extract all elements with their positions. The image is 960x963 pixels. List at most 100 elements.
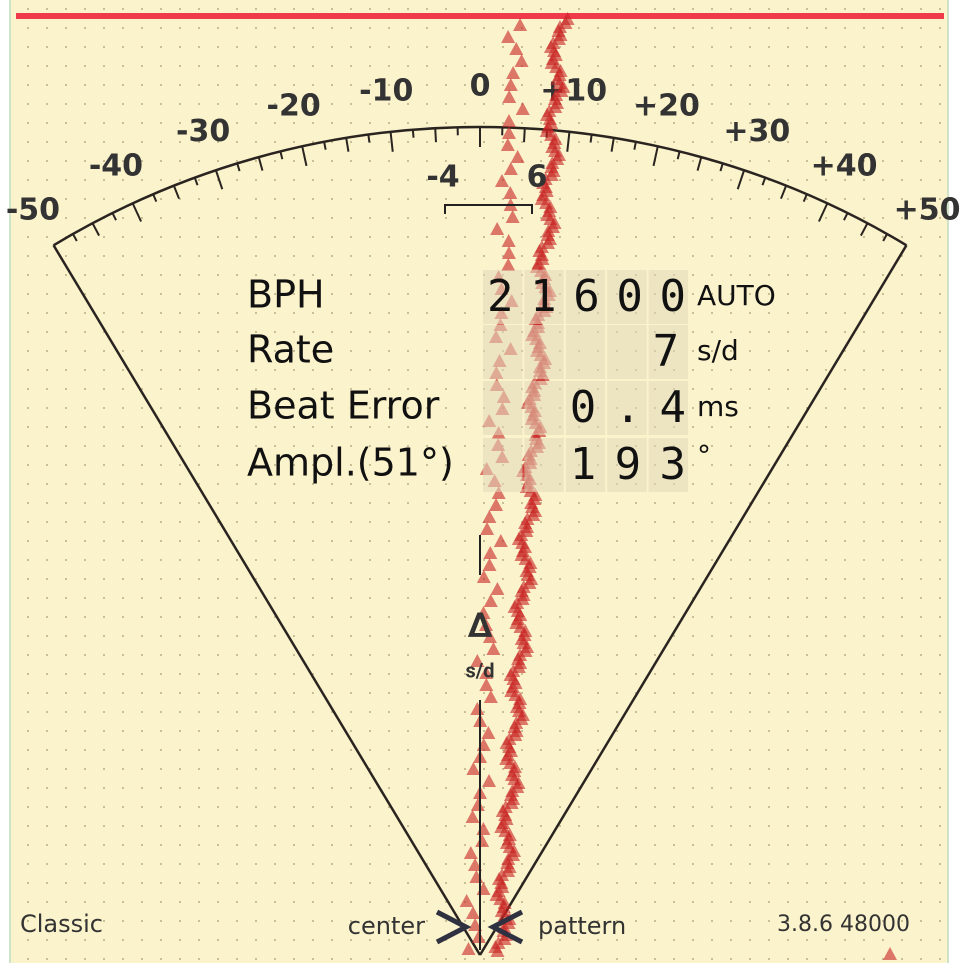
readout-value: 7 bbox=[653, 326, 680, 377]
scale-tick bbox=[566, 131, 571, 152]
beat-mark bbox=[470, 654, 485, 667]
readout-label: Ampl.(51°) bbox=[247, 441, 454, 485]
digit-cell bbox=[565, 438, 606, 492]
beat-mark bbox=[503, 162, 518, 175]
scale-label: 0 bbox=[470, 69, 491, 104]
scale-tick bbox=[802, 193, 808, 202]
beat-mark bbox=[476, 606, 491, 619]
pattern-chevron[interactable] bbox=[487, 909, 524, 945]
beat-mark bbox=[483, 594, 498, 607]
digit-cell bbox=[524, 325, 564, 379]
scale-tick bbox=[389, 131, 394, 152]
beat-mark bbox=[513, 18, 528, 31]
beat-mark bbox=[501, 258, 516, 271]
scale-tick bbox=[111, 212, 117, 221]
readout-unit: s/d bbox=[697, 334, 739, 367]
scale-tick bbox=[52, 244, 65, 263]
beat-mark bbox=[481, 726, 496, 739]
version: 3.8.6 48000 bbox=[777, 912, 910, 937]
dial: -50-40-30-20 -10 0 +10 +20+30+40+50 bbox=[6, 69, 960, 956]
beat-mark bbox=[475, 834, 490, 847]
beat-mark bbox=[478, 618, 493, 631]
scale-tick bbox=[411, 129, 415, 138]
inner-bracket bbox=[444, 204, 533, 214]
digit-cell bbox=[648, 438, 688, 492]
beat-mark bbox=[501, 234, 516, 247]
scale-label: -20 bbox=[267, 89, 321, 124]
scale-tick bbox=[676, 151, 681, 160]
beat-mark bbox=[510, 150, 525, 163]
beat-mark bbox=[490, 222, 505, 235]
readout-label: BPH bbox=[247, 273, 325, 317]
scale-tick bbox=[72, 233, 78, 242]
beat-mark bbox=[501, 30, 516, 43]
readout-value: 193 bbox=[570, 439, 686, 490]
digit-cell bbox=[524, 438, 564, 492]
digit-cell bbox=[483, 270, 523, 324]
digit-cell bbox=[607, 438, 647, 492]
beat-mark bbox=[482, 510, 497, 523]
digit-cell bbox=[524, 270, 564, 324]
scale-tick bbox=[523, 128, 526, 143]
beat-mark bbox=[489, 498, 504, 511]
digit-cell bbox=[524, 381, 564, 435]
beat-mark bbox=[463, 846, 478, 859]
center-button[interactable]: center bbox=[348, 912, 425, 940]
beat-mark bbox=[514, 54, 529, 67]
beat-mark bbox=[468, 918, 483, 931]
digit-cell bbox=[607, 270, 647, 324]
scale-label: -50 bbox=[6, 192, 60, 227]
beat-mark bbox=[502, 90, 517, 103]
delta-unit: s/d bbox=[466, 658, 495, 682]
beat-mark bbox=[509, 42, 524, 55]
digit-cell bbox=[648, 325, 688, 379]
beat-mark bbox=[476, 570, 491, 583]
mode-label[interactable]: Classic bbox=[20, 910, 103, 938]
scale-tick bbox=[434, 128, 437, 143]
beat-mark bbox=[483, 690, 498, 703]
beat-mark bbox=[471, 930, 486, 943]
beat-mark bbox=[470, 798, 485, 811]
beat-mark bbox=[515, 102, 530, 115]
scale-tick bbox=[279, 151, 284, 160]
digit-cell bbox=[483, 438, 523, 492]
scale-tick bbox=[214, 169, 224, 190]
scale-tick bbox=[895, 244, 908, 263]
beat-mark bbox=[468, 858, 483, 871]
readout-unit[interactable]: AUTO bbox=[697, 279, 776, 312]
readout-label: Beat Error bbox=[247, 384, 440, 428]
scale-tick bbox=[633, 141, 637, 150]
scale-label: +30 bbox=[723, 114, 790, 149]
beat-mark bbox=[491, 486, 506, 499]
center-chevron[interactable] bbox=[435, 909, 472, 945]
scale-tick bbox=[131, 202, 142, 222]
scale-tick bbox=[91, 222, 100, 237]
pattern-button[interactable]: pattern bbox=[538, 912, 626, 940]
beat-mark bbox=[466, 906, 481, 919]
beat-mark bbox=[483, 546, 498, 559]
beat-mark bbox=[503, 186, 518, 199]
scale-label: +20 bbox=[633, 89, 700, 124]
beat-mark bbox=[480, 522, 495, 535]
scale-tick bbox=[696, 156, 703, 171]
digit-cell bbox=[607, 325, 647, 379]
readout-value: 0.4 bbox=[570, 382, 686, 433]
beat-mark bbox=[501, 246, 516, 259]
beat-mark bbox=[494, 174, 509, 187]
scale-tick bbox=[193, 177, 199, 186]
beat-mark bbox=[500, 138, 515, 151]
scale-tick bbox=[860, 222, 869, 237]
beat-mark bbox=[479, 666, 494, 679]
beat-mark bbox=[466, 762, 481, 775]
beat-mark bbox=[465, 810, 480, 823]
digit-cell bbox=[565, 325, 606, 379]
beat-mark bbox=[459, 894, 474, 907]
beat-mark bbox=[493, 534, 508, 547]
scale-tick bbox=[818, 202, 829, 222]
fan-edge bbox=[478, 244, 908, 956]
scale-tick bbox=[652, 146, 659, 167]
digit-cell bbox=[648, 270, 688, 324]
scale-tick bbox=[367, 134, 371, 143]
beat-mark bbox=[482, 630, 497, 643]
